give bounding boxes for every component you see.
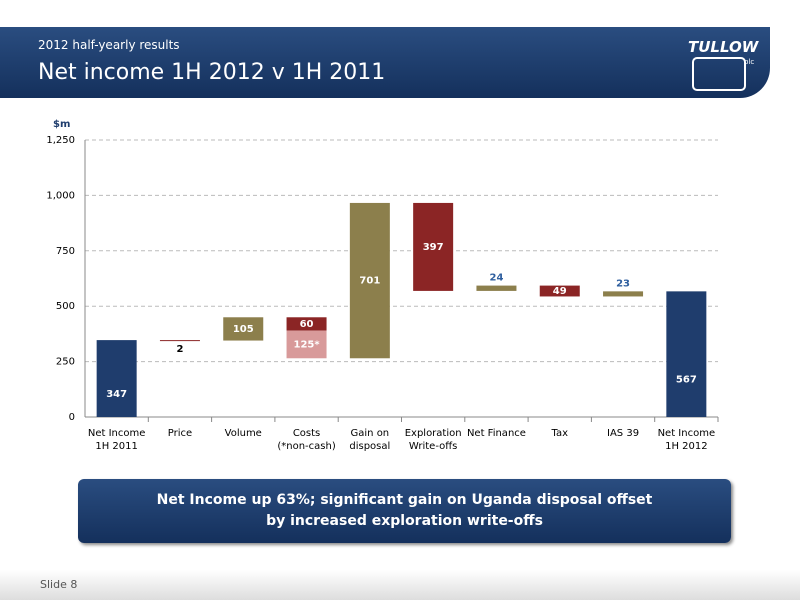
bar-segment — [286, 317, 327, 331]
value-label: 105 — [233, 324, 254, 335]
y-tick-label: 250 — [56, 357, 75, 368]
value-label: 701 — [359, 276, 380, 287]
bar-segment — [96, 340, 137, 417]
chart: $m 0 250 500 750 1,000 1,250 347 2 105 60 125* 701 3… — [46, 119, 719, 423]
footer — [0, 570, 800, 600]
bar-segment — [159, 340, 200, 342]
callout-line: by increased exploration write-offs — [266, 513, 543, 529]
x-tick-label: Price — [167, 428, 193, 439]
x-tick-label: Net Income 1H 2011 — [87, 428, 146, 452]
x-tick-label: Gain on disposal — [349, 428, 391, 452]
bar-segment — [413, 202, 454, 291]
header-band — [0, 27, 770, 98]
value-label: 397 — [423, 242, 444, 253]
logo-suffix: plc — [744, 58, 755, 66]
slide-number: Slide 8 — [40, 578, 78, 591]
y-tick-label: 1,250 — [46, 135, 75, 146]
x-tick-label: Net Finance — [466, 428, 526, 439]
callout: Net Income up 63%; significant gain on U… — [78, 479, 731, 543]
bar-segment — [349, 202, 390, 359]
y-tick-label: 750 — [56, 246, 75, 257]
x-tick-label: Net Income 1H 2012 — [657, 428, 716, 452]
y-tick-label: 0 — [69, 412, 75, 423]
callout-line: Net Income up 63%; significant gain on U… — [156, 492, 653, 508]
y-tick-label: 500 — [56, 301, 75, 312]
title: Net income 1H 2012 v 1H 2011 — [38, 60, 386, 85]
y-axis-label: $m — [53, 119, 70, 130]
value-label: 60 — [300, 319, 314, 330]
x-tick-label: Tax — [551, 428, 569, 439]
bar-segment — [476, 285, 517, 291]
value-label: 24 — [489, 273, 503, 284]
value-label: 347 — [106, 389, 127, 400]
y-tick-label: 1,000 — [46, 190, 75, 201]
value-label: 125* — [293, 339, 320, 350]
value-label: 2 — [176, 344, 183, 355]
x-tick-label: Exploration Write-offs — [404, 428, 462, 452]
x-tick-label: Costs (*non-cash) — [277, 428, 336, 452]
bar-segment — [223, 317, 264, 341]
bar-segment — [539, 285, 580, 297]
logo-mark — [692, 57, 746, 91]
value-label: 49 — [553, 286, 567, 297]
value-label: 567 — [676, 374, 697, 385]
value-label: 23 — [616, 278, 630, 289]
bar-segment — [286, 330, 327, 359]
x-tick-label: Volume — [224, 428, 262, 439]
bar-segment — [603, 291, 644, 297]
subtitle: 2012 half-yearly results — [38, 38, 180, 52]
x-tick-label: IAS 39 — [607, 428, 640, 439]
bar-segment — [666, 291, 707, 417]
logo: TULLOW — [688, 38, 759, 56]
